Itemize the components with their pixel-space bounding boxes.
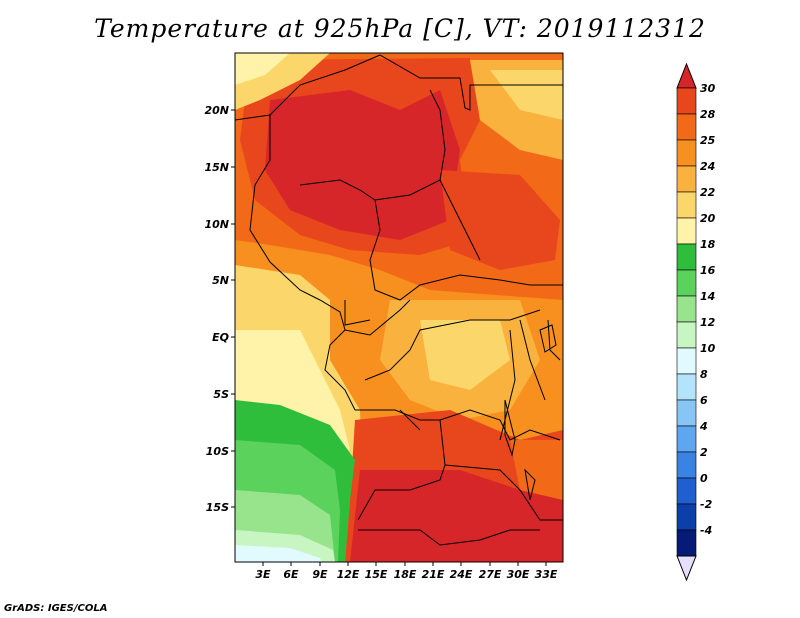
colorbar-label: 30 [700,82,716,95]
colorbar-label: 12 [700,316,716,329]
colorbar-swatch [676,243,697,271]
colorbar-swatch [676,87,697,115]
colorbar-swatch [676,321,697,349]
colorbar-swatch [676,295,697,323]
temperature-field [235,53,563,562]
footer-credit: GrADS: IGES/COLA [4,603,108,614]
lat-tick-label: 10N [204,218,229,231]
lat-tick-label: 15N [204,161,229,174]
lon-tick-label: 21E [422,568,445,581]
colorbar-label: 18 [700,238,716,251]
colorbar-swatch [676,503,697,531]
lat-tick-label: 5N [212,274,229,287]
colorbar-swatch [676,451,697,479]
colorbar-label: 25 [700,134,716,147]
colorbar-label: 2 [700,446,708,459]
colorbar-label: -2 [700,498,713,511]
colorbar-swatch [676,191,697,219]
lat-tick-label: 15S [206,501,229,514]
colorbar-swatch [676,399,697,427]
colorbar-swatch [676,373,697,401]
colorbar-label: 16 [700,264,716,277]
colorbar-label: 28 [700,108,716,121]
lon-tick-label: 6E [283,568,299,581]
latitude-axis: 20N 15N 10N 5N EQ 5S 10S 15S [204,104,235,514]
lat-tick-label: 20N [204,104,229,117]
colorbar-swatch [676,425,697,453]
colorbar-swatch [676,529,697,557]
colorbar-top-arrow [676,62,697,89]
lon-tick-label: 27E [479,568,502,581]
colorbar-swatch [676,269,697,297]
lon-tick-label: 12E [337,568,360,581]
colorbar-swatch [676,347,697,375]
colorbar-label: 8 [700,368,708,381]
map-title: Temperature at 925hPa [C], VT: 201911231… [94,14,706,43]
colorbar-label: 6 [700,394,708,407]
lakes [504,324,557,501]
colorbar-label: 4 [699,420,708,433]
colorbar-label: 10 [700,342,716,355]
country-borders [235,54,563,546]
colorbar-label: 14 [700,290,715,303]
colorbar-label: 24 [700,160,715,173]
lon-tick-label: 18E [394,568,417,581]
lat-tick-label: 10S [206,445,229,458]
colorbar-swatch [676,217,697,245]
lon-tick-label: 24E [450,568,473,581]
lat-tick-label: EQ [212,331,229,344]
colorbar-label: 20 [700,212,716,225]
lat-tick-label: 5S [213,388,229,401]
colorbar-swatch [676,139,697,167]
colorbar-label: 0 [700,472,708,485]
colorbar-swatch [676,477,697,505]
colorbar-swatch [676,165,697,193]
colorbar-label: -4 [700,524,712,537]
colorbar-bottom-arrow [676,555,697,582]
lon-tick-label: 15E [365,568,388,581]
longitude-axis: 3E 6E 9E 12E 15E 18E 21E 24E 27E 30E 33E [255,562,558,581]
lon-tick-label: 9E [312,568,328,581]
colorbar-swatch [676,113,697,141]
map-frame [234,52,564,563]
colorbar-label: 22 [700,186,716,199]
lon-tick-label: 33E [535,568,558,581]
lon-tick-label: 30E [507,568,530,581]
lon-tick-label: 3E [255,568,271,581]
